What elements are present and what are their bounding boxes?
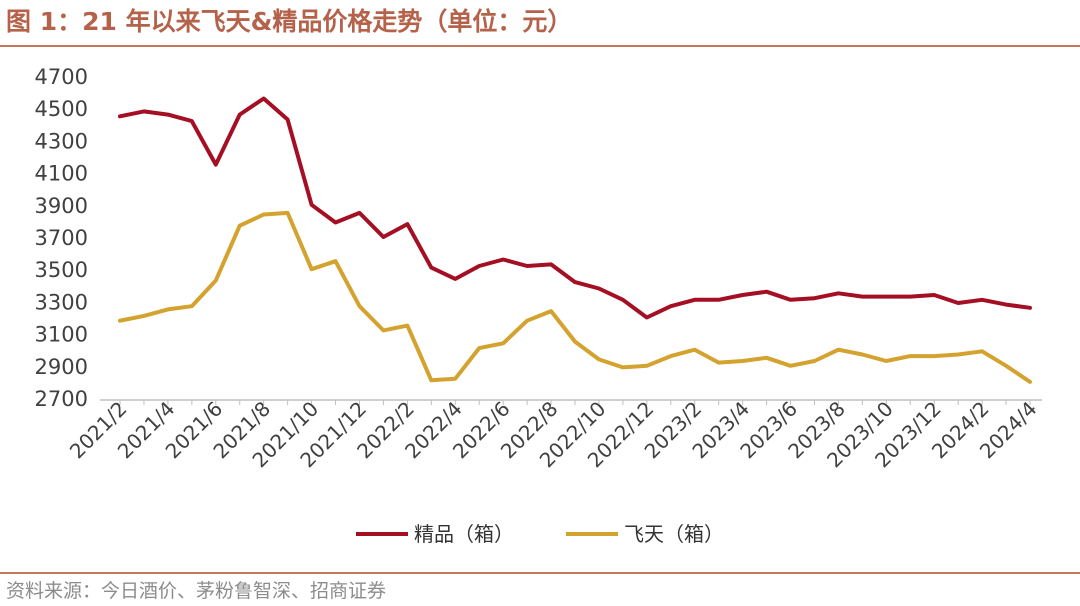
y-tick-label: 2700 (35, 387, 88, 411)
y-tick-label: 4300 (35, 129, 88, 153)
y-tick-label: 3700 (35, 226, 88, 250)
legend: 精品（箱） 飞天（箱） (356, 522, 724, 546)
series-line-1 (118, 210, 1032, 384)
legend-label-1: 飞天（箱） (624, 522, 724, 546)
y-tick-label: 3500 (35, 258, 88, 282)
y-tick-label: 2900 (35, 355, 88, 379)
y-axis-labels: 2700 2900 3100 3300 3500 3700 3900 4100 4300 4500… (35, 65, 88, 411)
y-tick-label: 4500 (35, 97, 88, 121)
header-rule (0, 45, 1080, 47)
y-tick-label: 3300 (35, 290, 88, 314)
y-tick-label: 3900 (35, 194, 88, 218)
chart-container: 2700 2900 3100 3300 3500 3700 3900 4100 4300 4500… (0, 48, 1080, 568)
y-tick-label: 4100 (35, 162, 88, 186)
figure-title: 图 1：21 年以来飞天&精品价格走势（单位：元） (6, 7, 573, 36)
x-axis: 2021/22021/42021/62021/82021/102021/1220… (65, 397, 1042, 472)
y-tick-label: 4700 (35, 65, 88, 89)
series-lines (118, 96, 1032, 384)
y-tick-label: 3100 (35, 323, 88, 347)
footer-rule (0, 572, 1080, 574)
series-line-0 (118, 96, 1032, 320)
legend-label-0: 精品（箱） (414, 522, 514, 546)
price-line-chart: 2700 2900 3100 3300 3500 3700 3900 4100 4300 4500… (35, 65, 1042, 546)
source-note: 资料来源：今日酒价、茅粉鲁智深、招商证券 (6, 580, 387, 602)
